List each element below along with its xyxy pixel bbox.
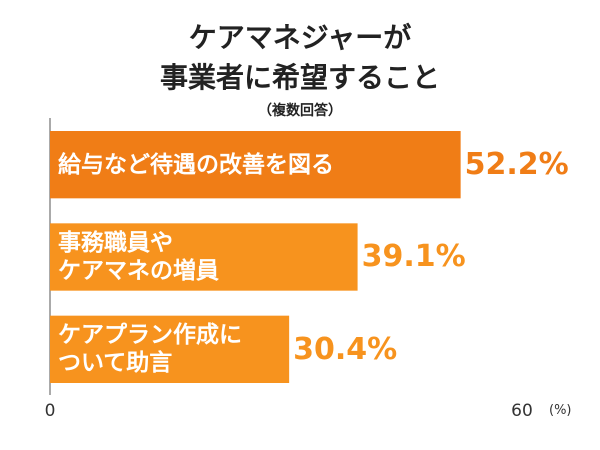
- bar: [50, 131, 461, 199]
- category-label: ケアプラン作成に ついて助言: [58, 322, 242, 377]
- chart-title: ケアマネジャーが 事業者に希望すること: [159, 21, 440, 94]
- value-label: 39.1%: [361, 239, 466, 275]
- bar: [50, 223, 358, 291]
- category-label: 事務職員や ケアマネの増員: [58, 229, 219, 284]
- x-tick-label: 60: [511, 401, 533, 421]
- x-unit: (%): [549, 403, 572, 418]
- value-label: 52.2%: [464, 147, 569, 183]
- bar: [50, 315, 290, 383]
- category-label: 給与など待遇の改善を図る: [58, 151, 334, 178]
- value-label: 30.4%: [293, 331, 398, 367]
- chart-subtitle: （複数回答）: [258, 103, 342, 119]
- x-tick-label: 0: [44, 401, 56, 421]
